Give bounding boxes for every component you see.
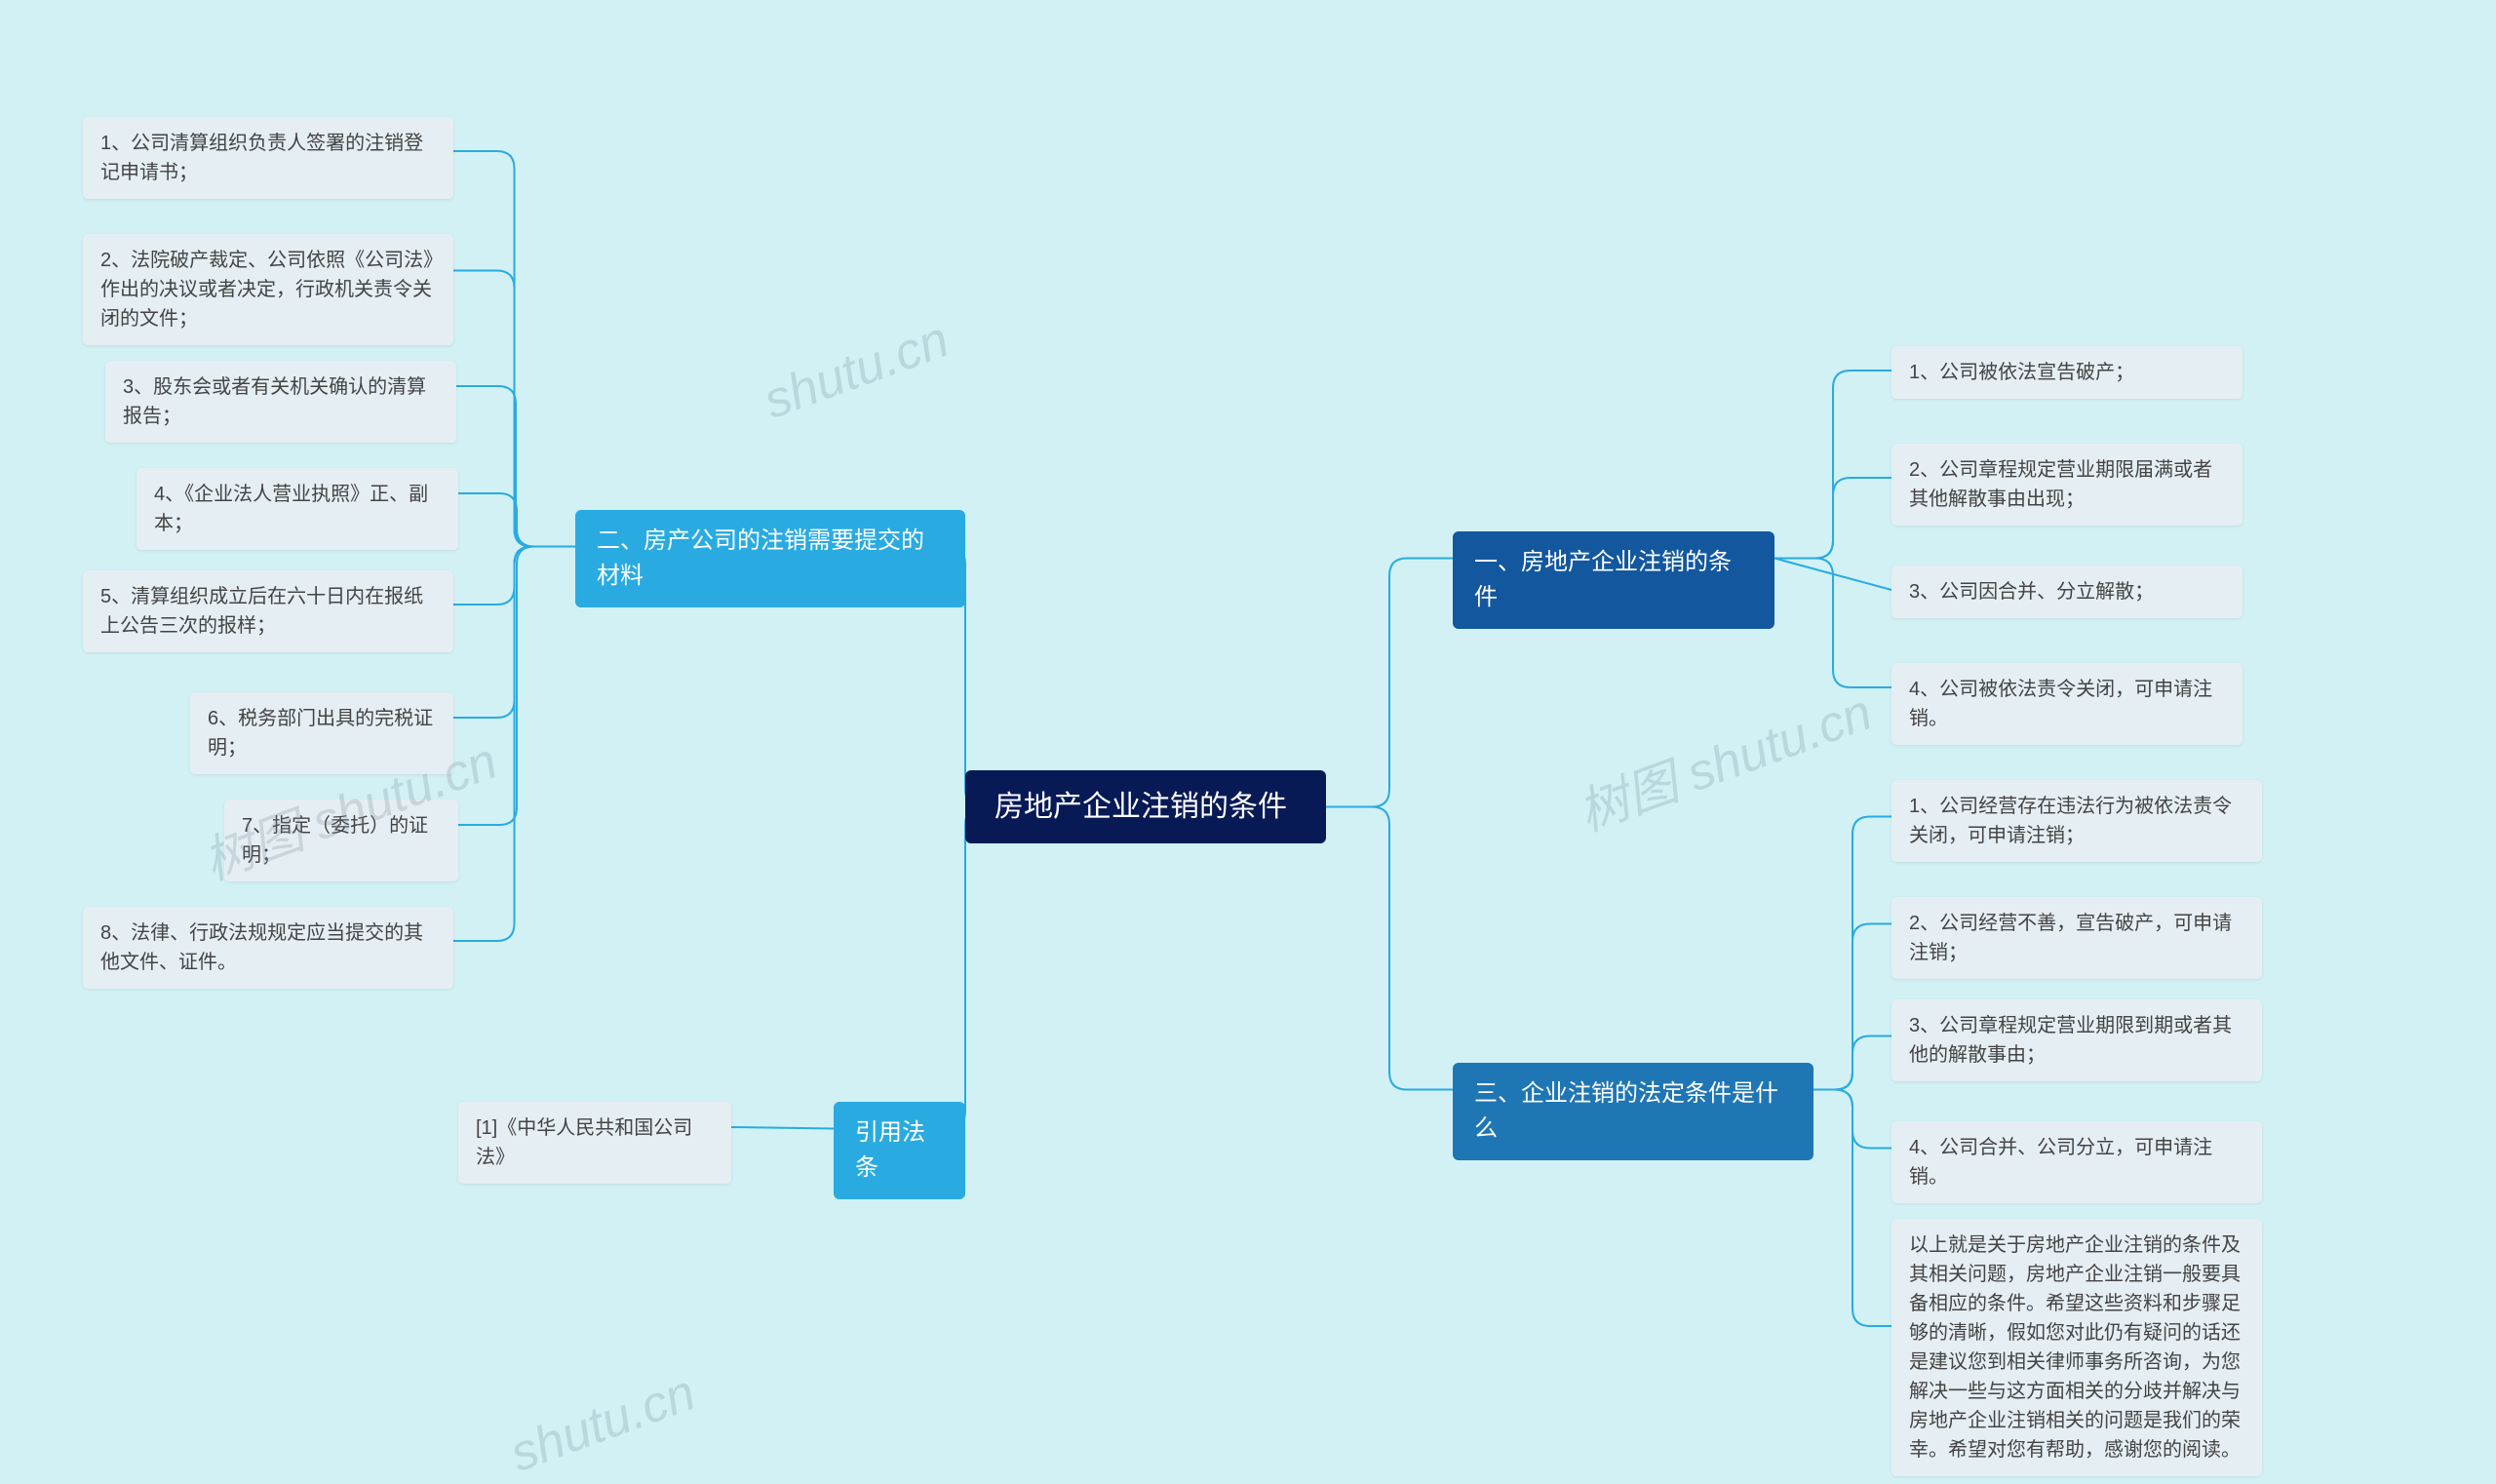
- leaf-node[interactable]: 以上就是关于房地产企业注销的条件及其相关问题，房地产企业注销一般要具备相应的条件…: [1892, 1219, 2262, 1476]
- branch-node[interactable]: 一、房地产企业注销的条件: [1453, 531, 1774, 629]
- leaf-label: 1、公司清算组织负责人签署的注销登记申请书；: [100, 129, 436, 187]
- leaf-node[interactable]: 4、公司被依法责令关闭，可申请注销。: [1892, 663, 2242, 745]
- leaf-label: 2、公司经营不善，宣告破产，可申请注销；: [1909, 909, 2244, 967]
- leaf-node[interactable]: 1、公司清算组织负责人签署的注销登记申请书；: [83, 117, 453, 199]
- leaf-node[interactable]: 1、公司经营存在违法行为被依法责令关闭，可申请注销；: [1892, 780, 2262, 862]
- leaf-node[interactable]: 4、《企业法人营业执照》正、副本；: [136, 468, 458, 550]
- watermark-text: shutu.cn: [503, 1363, 703, 1484]
- leaf-node[interactable]: 4、公司合并、公司分立，可申请注销。: [1892, 1121, 2262, 1203]
- leaf-node[interactable]: 6、税务部门出具的完税证明；: [190, 692, 453, 774]
- branch-label: 二、房产公司的注销需要提交的材料: [597, 524, 944, 594]
- leaf-node[interactable]: 8、法律、行政法规规定应当提交的其他文件、证件。: [83, 907, 453, 989]
- leaf-label: 1、公司经营存在违法行为被依法责令关闭，可申请注销；: [1909, 792, 2244, 850]
- leaf-node[interactable]: 2、公司章程规定营业期限届满或者其他解散事由出现；: [1892, 444, 2242, 526]
- leaf-label: 7、指定（委托）的证明；: [242, 811, 441, 870]
- branch-node[interactable]: 三、企业注销的法定条件是什么: [1453, 1063, 1814, 1160]
- leaf-label: 3、公司因合并、分立解散；: [1909, 577, 2154, 606]
- leaf-node[interactable]: 5、清算组织成立后在六十日内在报纸上公告三次的报样；: [83, 570, 453, 652]
- leaf-label: 4、公司合并、公司分立，可申请注销。: [1909, 1133, 2244, 1191]
- leaf-label: 1、公司被依法宣告破产；: [1909, 358, 2134, 387]
- leaf-label: 4、公司被依法责令关闭，可申请注销。: [1909, 675, 2225, 733]
- branch-label: 三、企业注销的法定条件是什么: [1474, 1076, 1792, 1147]
- watermark-text: shutu.cn: [757, 310, 956, 431]
- leaf-label: [1]《中华人民共和国公司法》: [476, 1113, 714, 1172]
- leaf-node[interactable]: 2、法院破产裁定、公司依照《公司法》作出的决议或者决定，行政机关责令关闭的文件；: [83, 234, 453, 345]
- leaf-label: 以上就是关于房地产企业注销的条件及其相关问题，房地产企业注销一般要具备相应的条件…: [1909, 1230, 2244, 1464]
- leaf-node[interactable]: 2、公司经营不善，宣告破产，可申请注销；: [1892, 897, 2262, 979]
- leaf-node[interactable]: [1]《中华人民共和国公司法》: [458, 1102, 731, 1184]
- leaf-node[interactable]: 7、指定（委托）的证明；: [224, 800, 458, 881]
- leaf-node[interactable]: 1、公司被依法宣告破产；: [1892, 346, 2242, 399]
- leaf-label: 3、公司章程规定营业期限到期或者其他的解散事由；: [1909, 1011, 2244, 1070]
- branch-label: 一、房地产企业注销的条件: [1474, 545, 1753, 615]
- leaf-label: 6、税务部门出具的完税证明；: [208, 704, 436, 762]
- center-node[interactable]: 房地产企业注销的条件: [965, 770, 1326, 843]
- leaf-node[interactable]: 3、公司因合并、分立解散；: [1892, 566, 2242, 618]
- leaf-label: 4、《企业法人营业执照》正、副本；: [154, 480, 441, 538]
- watermark-text: 树图 shutu.cn: [1567, 671, 1881, 844]
- mindmap-canvas: 房地产企业注销的条件 一、房地产企业注销的条件 1、公司被依法宣告破产； 2、公司章…: [0, 0, 2496, 1446]
- leaf-node[interactable]: 3、公司章程规定营业期限到期或者其他的解散事由；: [1892, 999, 2262, 1081]
- leaf-label: 3、股东会或者有关机关确认的清算报告；: [123, 372, 439, 431]
- leaf-label: 2、法院破产裁定、公司依照《公司法》作出的决议或者决定，行政机关责令关闭的文件；: [100, 246, 436, 333]
- branch-node[interactable]: 引用法条: [834, 1102, 965, 1199]
- leaf-label: 8、法律、行政法规规定应当提交的其他文件、证件。: [100, 918, 436, 977]
- leaf-label: 5、清算组织成立后在六十日内在报纸上公告三次的报样；: [100, 582, 436, 641]
- branch-node[interactable]: 二、房产公司的注销需要提交的材料: [575, 510, 965, 607]
- leaf-label: 2、公司章程规定营业期限届满或者其他解散事由出现；: [1909, 455, 2225, 514]
- branch-label: 引用法条: [855, 1115, 944, 1186]
- leaf-node[interactable]: 3、股东会或者有关机关确认的清算报告；: [105, 361, 456, 443]
